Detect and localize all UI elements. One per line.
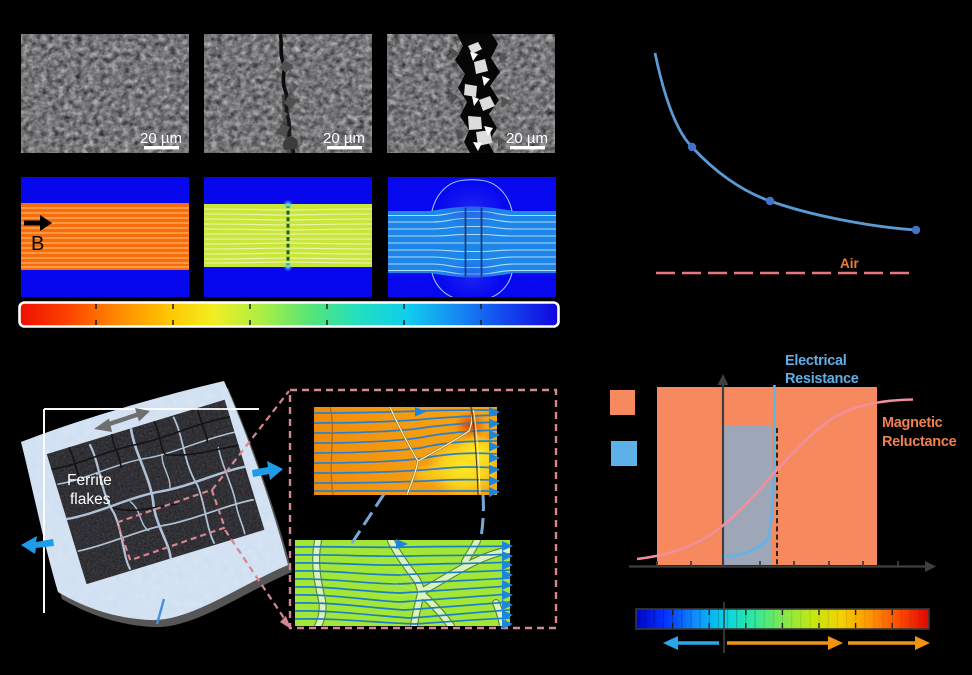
svg-text:B: B (31, 233, 44, 255)
svg-text:Electrical: Electrical (785, 353, 847, 369)
svg-text:flakes: flakes (70, 491, 111, 508)
svg-text:Air: Air (840, 256, 860, 271)
svg-text:Resistance: Resistance (785, 371, 859, 387)
svg-text:20 µm: 20 µm (140, 130, 182, 147)
svg-text:20 µm: 20 µm (506, 130, 548, 147)
svg-text:Ferrite: Ferrite (67, 472, 112, 489)
svg-text:Magnetic: Magnetic (882, 415, 943, 431)
svg-text:Reluctance: Reluctance (882, 434, 957, 450)
svg-text:20 µm: 20 µm (323, 130, 365, 147)
